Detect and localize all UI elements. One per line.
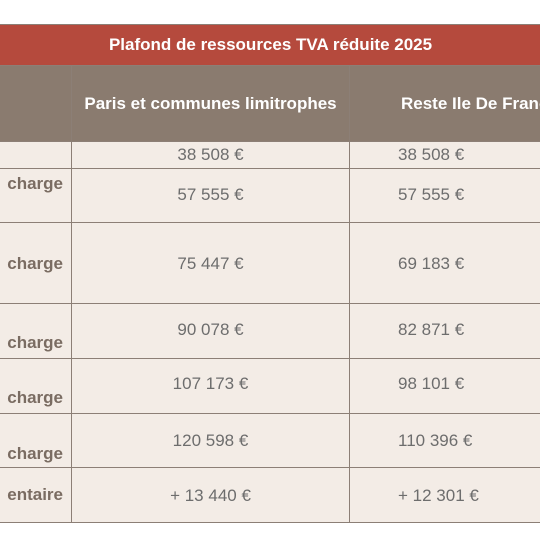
column-header-paris: Paris et communes limitrophes	[71, 65, 350, 142]
table-row: entaire + 13 440 € + 12 301 €	[0, 467, 540, 523]
row-label: entaire	[7, 485, 63, 504]
row-label: charge	[7, 388, 63, 407]
column-header-reste-idf: Reste Ile De France	[348, 65, 540, 142]
column-header-household	[0, 65, 72, 142]
table-row: charge 57 555 € 57 555 €	[0, 168, 540, 223]
reste-value: 82 871 €	[398, 320, 465, 339]
row-label: charge	[7, 174, 63, 193]
paris-value: 90 078 €	[177, 320, 244, 339]
table-row: charge 75 447 € 69 183 €	[0, 222, 540, 304]
reste-value: 38 508 €	[398, 145, 465, 164]
row-label: charge	[7, 333, 63, 352]
plafond-ressources-table: Plafond de ressources TVA réduite 2025 P…	[0, 24, 540, 523]
reste-value: 98 101 €	[398, 374, 465, 393]
table-row: charge 90 078 € 82 871 €	[0, 303, 540, 359]
reste-value: 110 396 €	[398, 431, 473, 450]
table-title: Plafond de ressources TVA réduite 2025	[0, 24, 540, 66]
paris-value: 57 555 €	[177, 185, 244, 204]
reste-value: 69 183 €	[398, 254, 465, 273]
paris-value: 75 447 €	[177, 254, 244, 273]
paris-value: 107 173 €	[172, 374, 249, 393]
table-row: 38 508 € 38 508 €	[0, 141, 540, 169]
paris-value: 120 598 €	[172, 431, 249, 450]
table-header-row: Paris et communes limitrophes Reste Ile …	[0, 65, 540, 142]
reste-value: 57 555 €	[398, 185, 465, 204]
table-row: charge 107 173 € 98 101 €	[0, 358, 540, 414]
paris-value: + 13 440 €	[170, 486, 251, 505]
table-title-row: Plafond de ressources TVA réduite 2025	[0, 24, 540, 66]
paris-value: 38 508 €	[177, 145, 244, 164]
row-label: charge	[7, 444, 63, 463]
row-label: charge	[7, 254, 63, 273]
table-row: charge 120 598 € 110 396 €	[0, 413, 540, 468]
row-label	[0, 142, 63, 145]
reste-value: + 12 301 €	[398, 486, 479, 505]
